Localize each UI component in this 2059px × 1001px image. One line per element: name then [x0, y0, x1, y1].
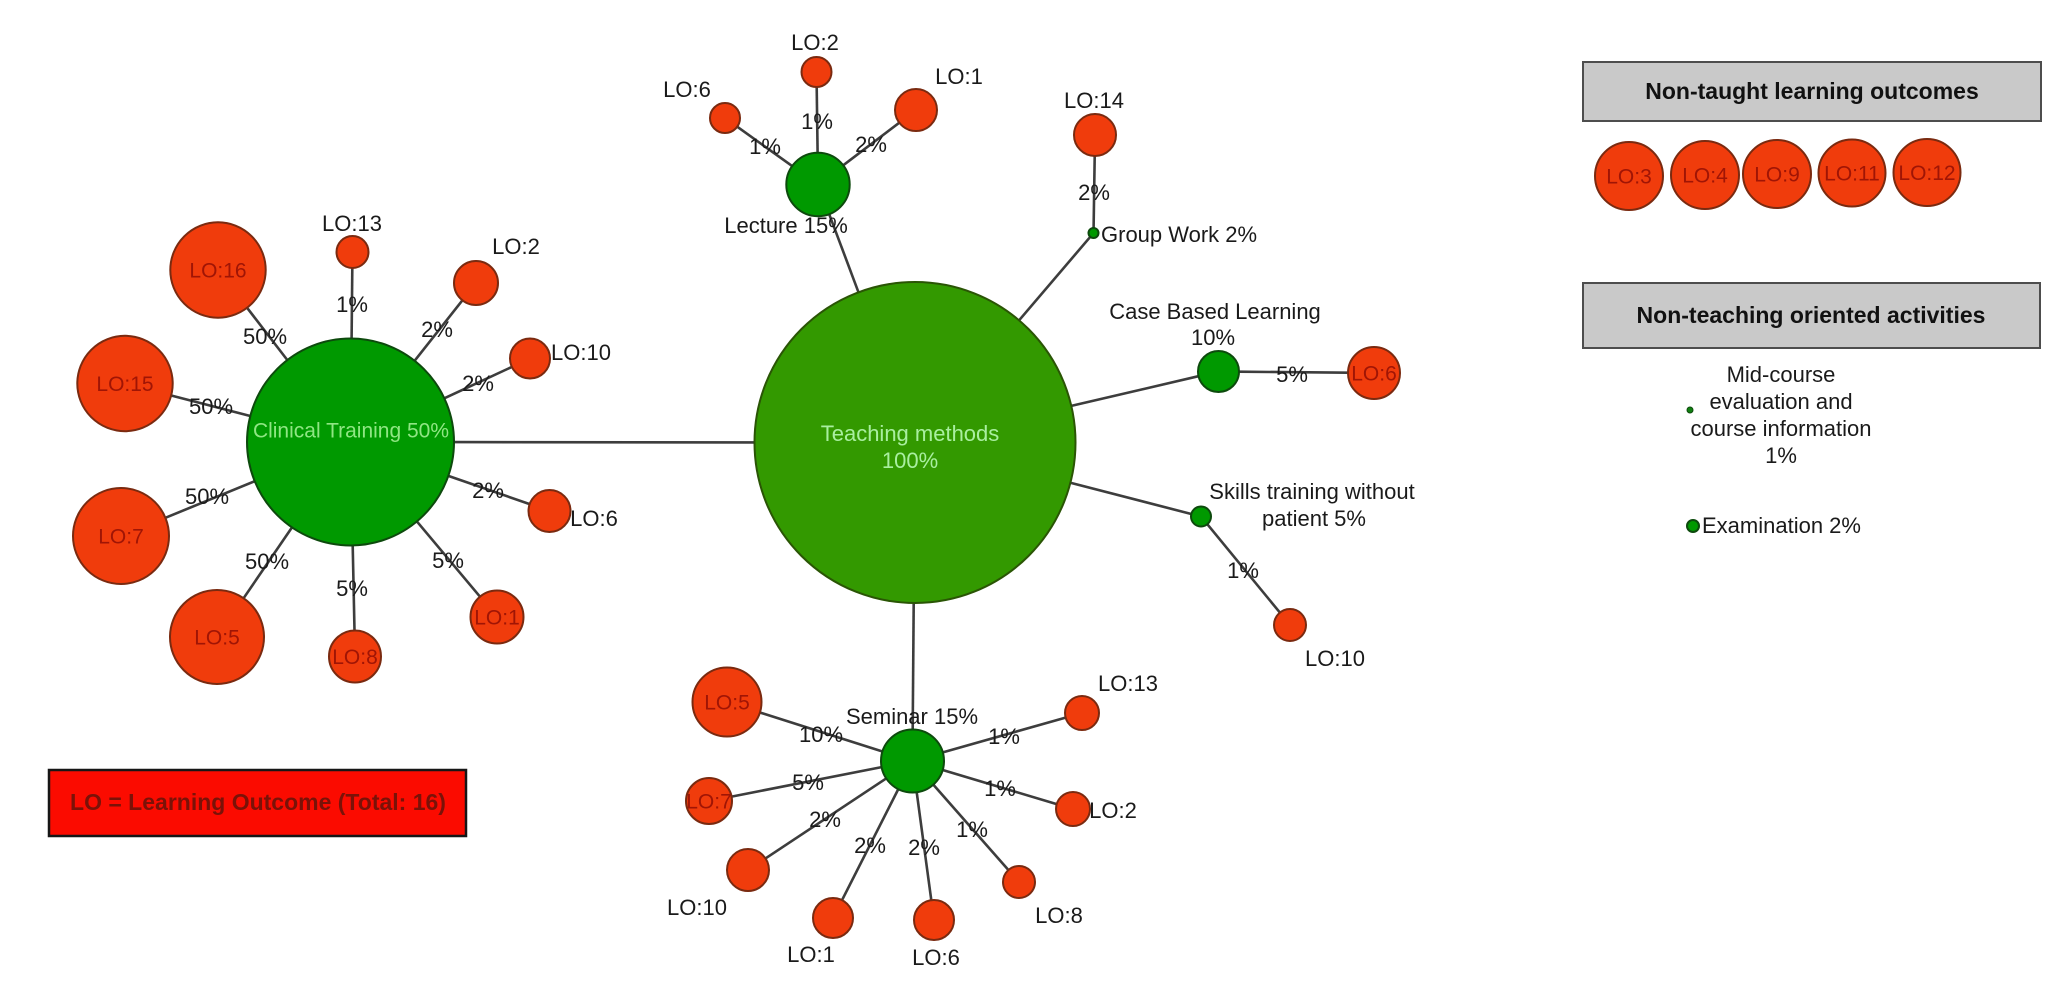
svg-text:50%: 50%: [189, 394, 233, 419]
svg-text:LO:4: LO:4: [1682, 165, 1728, 188]
svg-text:5%: 5%: [336, 576, 368, 601]
svg-text:LO:13: LO:13: [322, 211, 382, 236]
svg-text:1%: 1%: [336, 292, 368, 317]
svg-text:50%: 50%: [245, 549, 289, 574]
svg-text:LO:6: LO:6: [663, 77, 711, 102]
svg-text:1%: 1%: [1765, 443, 1797, 468]
svg-text:Examination 2%: Examination 2%: [1702, 513, 1861, 538]
svg-text:LO:6: LO:6: [1351, 363, 1397, 386]
svg-text:2%: 2%: [908, 835, 940, 860]
svg-text:LO:1: LO:1: [935, 64, 983, 89]
svg-text:LO:11: LO:11: [1824, 163, 1880, 186]
svg-text:LO:10: LO:10: [551, 340, 611, 365]
svg-text:1%: 1%: [988, 724, 1020, 749]
svg-text:1%: 1%: [956, 817, 988, 842]
svg-text:LO:2: LO:2: [791, 30, 839, 55]
svg-text:5%: 5%: [792, 770, 824, 795]
svg-text:LO:2: LO:2: [1089, 798, 1137, 823]
svg-text:LO:10: LO:10: [667, 895, 727, 920]
svg-text:LO:9: LO:9: [1754, 164, 1800, 187]
svg-text:LO:5: LO:5: [194, 627, 240, 650]
svg-text:Teaching methods: Teaching methods: [821, 421, 1000, 446]
svg-text:2%: 2%: [421, 317, 453, 342]
svg-text:10%: 10%: [1191, 325, 1235, 350]
svg-text:50%: 50%: [243, 324, 287, 349]
svg-text:LO:3: LO:3: [1606, 166, 1652, 189]
svg-text:LO:15: LO:15: [96, 373, 153, 396]
svg-text:Skills training without: Skills training without: [1209, 479, 1414, 504]
svg-text:Lecture 15%: Lecture 15%: [724, 213, 848, 238]
svg-text:1%: 1%: [801, 109, 833, 134]
svg-text:2%: 2%: [809, 807, 841, 832]
svg-text:1%: 1%: [1227, 558, 1259, 583]
svg-text:5%: 5%: [1276, 362, 1308, 387]
svg-text:LO:14: LO:14: [1064, 88, 1124, 113]
svg-text:LO:5: LO:5: [704, 692, 750, 715]
svg-text:Seminar 15%: Seminar 15%: [846, 704, 978, 729]
svg-text:Non-taught learning outcomes: Non-taught learning outcomes: [1645, 78, 1979, 104]
svg-text:2%: 2%: [854, 833, 886, 858]
svg-text:LO:16: LO:16: [189, 260, 246, 283]
svg-text:Group Work 2%: Group Work 2%: [1101, 222, 1257, 247]
svg-text:LO:6: LO:6: [570, 506, 618, 531]
svg-text:100%: 100%: [882, 448, 938, 473]
svg-text:10%: 10%: [799, 722, 843, 747]
svg-text:Mid-course: Mid-course: [1727, 362, 1836, 387]
svg-text:1%: 1%: [984, 776, 1016, 801]
svg-text:LO:2: LO:2: [492, 234, 540, 259]
svg-text:LO:12: LO:12: [1898, 162, 1955, 185]
svg-text:LO:8: LO:8: [1035, 903, 1083, 928]
svg-text:LO = Learning Outcome (Total:: LO = Learning Outcome (Total: 16): [70, 789, 446, 815]
svg-text:5%: 5%: [432, 548, 464, 573]
svg-text:evaluation and: evaluation and: [1709, 389, 1852, 414]
svg-text:2%: 2%: [855, 132, 887, 157]
svg-text:LO:7: LO:7: [98, 526, 144, 549]
svg-text:LO:7: LO:7: [686, 791, 732, 814]
svg-text:Non-teaching oriented activiti: Non-teaching oriented activities: [1637, 302, 1986, 328]
svg-text:Case Based Learning: Case Based Learning: [1109, 299, 1321, 324]
svg-text:50%: 50%: [185, 484, 229, 509]
svg-text:2%: 2%: [1078, 180, 1110, 205]
svg-text:LO:8: LO:8: [332, 646, 378, 669]
svg-text:2%: 2%: [462, 371, 494, 396]
svg-text:LO:13: LO:13: [1098, 671, 1158, 696]
svg-text:Clinical Training 50%: Clinical Training 50%: [253, 420, 449, 443]
svg-text:LO:6: LO:6: [912, 945, 960, 970]
svg-text:2%: 2%: [472, 478, 504, 503]
svg-text:1%: 1%: [749, 134, 781, 159]
svg-text:patient 5%: patient 5%: [1262, 506, 1366, 531]
svg-text:LO:1: LO:1: [474, 607, 520, 630]
svg-text:LO:1: LO:1: [787, 942, 835, 967]
svg-text:course information: course information: [1691, 416, 1872, 441]
svg-text:LO:10: LO:10: [1305, 646, 1365, 671]
